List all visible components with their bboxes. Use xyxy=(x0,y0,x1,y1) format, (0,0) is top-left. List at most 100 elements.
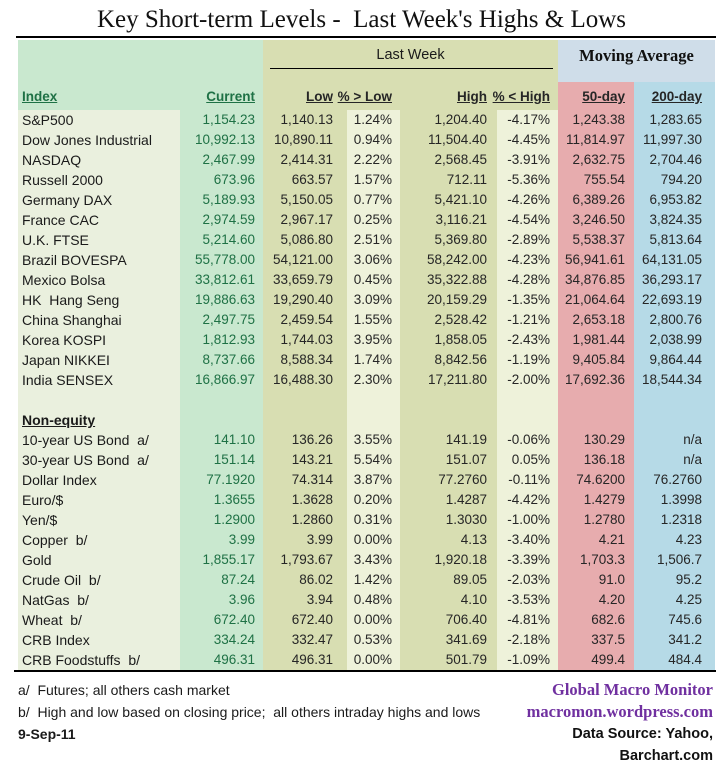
ma200-cell: 1.2318 xyxy=(634,510,715,530)
table-row: France CAC 2,974.59 2,967.17 0.25% 3,116.21-… xyxy=(18,210,715,230)
table-row: Gold 1,855.17 1,793.67 3.43% 1,920.18 -3.39% 1… xyxy=(18,550,715,570)
pct-high-cell: -1.21% xyxy=(497,310,558,330)
table-row: Wheat b/672.40 672.40 0.00% 706.40 -4.81% 682… xyxy=(18,610,715,630)
group-header-blank xyxy=(18,40,263,82)
table-body: S&P500 1,154.23 1,140.13 1.24% 1,204.40 -4.17… xyxy=(18,110,715,670)
low-cell: 3.94 xyxy=(263,590,347,610)
pct-low-cell: 0.53% xyxy=(347,630,400,650)
low-cell: 8,588.34 xyxy=(263,350,347,370)
high-cell: 4.10 xyxy=(400,590,497,610)
high-cell: 8,842.56 xyxy=(400,350,497,370)
ma50-cell: 4.21 xyxy=(558,530,634,550)
low-cell: 2,459.54 xyxy=(263,310,347,330)
ma200-cell: 2,038.99 xyxy=(634,330,715,350)
last-week-label: Last Week xyxy=(376,47,445,63)
high-cell: 1.4287 xyxy=(400,490,497,510)
index-name-cell: U.K. FTSE xyxy=(18,230,180,250)
ma50-cell: 17,692.36 xyxy=(558,370,634,390)
pct-low-cell: 5.54% xyxy=(347,450,400,470)
ma200-cell: n/a xyxy=(634,430,715,450)
ma50-cell: 130.29 xyxy=(558,430,634,450)
current-cell: 2,974.59 xyxy=(180,210,263,230)
low-cell: 663.57 xyxy=(263,170,347,190)
high-cell: 2,528.42 xyxy=(400,310,497,330)
ma200-cell: 3,824.35 xyxy=(634,210,715,230)
pct-high-cell: -2.00% xyxy=(497,370,558,390)
ma50-cell: 9,405.84 xyxy=(558,350,634,370)
index-name-cell: Dollar Index xyxy=(18,470,180,490)
index-name-cell: Korea KOSPI xyxy=(18,330,180,350)
table-row: NatGas b/3.96 3.94 0.48% 4.10 -3.53% 4.20 4.25 xyxy=(18,590,715,610)
title-divider xyxy=(16,36,716,38)
high-cell: 4.13 xyxy=(400,530,497,550)
table-row: Euro/$ 1.3655 1.3628 0.20% 1.4287 -4.42% 1.427… xyxy=(18,490,715,510)
ma200-cell: 4.25 xyxy=(634,590,715,610)
low-cell: 86.02 xyxy=(263,570,347,590)
index-name-cell: 10-year US Bond a/ xyxy=(18,430,180,450)
high-cell: 1,204.40 xyxy=(400,110,497,130)
spacer-row xyxy=(18,390,715,410)
pct-high-cell: -3.40% xyxy=(497,530,558,550)
pct-high-cell: -4.54% xyxy=(497,210,558,230)
pct-high-cell: -1.35% xyxy=(497,290,558,310)
current-cell: 16,866.97 xyxy=(180,370,263,390)
col-header-current: Current xyxy=(180,82,263,110)
ma200-cell: 794.20 xyxy=(634,170,715,190)
ma200-cell: 76.2760 xyxy=(634,470,715,490)
high-cell: 89.05 xyxy=(400,570,497,590)
ma200-cell: 95.2 xyxy=(634,570,715,590)
group-header-moving-average: Moving Average xyxy=(558,40,715,82)
ma50-cell: 755.54 xyxy=(558,170,634,190)
index-name-cell: France CAC xyxy=(18,210,180,230)
pct-high-cell: -1.09% xyxy=(497,650,558,670)
index-name-cell: Japan NIKKEI xyxy=(18,350,180,370)
col-header-pct-high: % < High xyxy=(493,82,558,110)
index-name-cell: Wheat b/ xyxy=(18,610,180,630)
ma50-cell: 74.6200 xyxy=(558,470,634,490)
low-cell: 143.21 xyxy=(263,450,347,470)
ma200-cell: 2,800.76 xyxy=(634,310,715,330)
table-row: U.K. FTSE 5,214.60 5,086.80 2.51% 5,369.80 -2… xyxy=(18,230,715,250)
pct-high-cell: -2.03% xyxy=(497,570,558,590)
pct-low-cell: 0.31% xyxy=(347,510,400,530)
ma50-cell: 2,632.75 xyxy=(558,150,634,170)
footnotes: a/ Futures; all others cash market b/ Hi… xyxy=(18,679,480,767)
index-name-cell: Copper b/ xyxy=(18,530,180,550)
pct-high-cell: -0.06% xyxy=(497,430,558,450)
moving-average-label: Moving Average xyxy=(579,46,694,65)
pct-low-cell xyxy=(347,410,400,430)
section-label-row: Non-equity xyxy=(18,410,715,430)
pct-low-cell: 1.24% xyxy=(347,110,400,130)
low-cell: 74.314 xyxy=(263,470,347,490)
low-cell: 5,086.80 xyxy=(263,230,347,250)
high-cell: 141.19 xyxy=(400,430,497,450)
current-cell: 1,855.17 xyxy=(180,550,263,570)
pct-high-cell: -4.28% xyxy=(497,270,558,290)
low-cell: 1,140.13 xyxy=(263,110,347,130)
table-row: NASDAQ 2,467.99 2,414.31 2.22% 2,568.45 -3.91… xyxy=(18,150,715,170)
pct-low-cell: 0.00% xyxy=(347,650,400,670)
index-name-cell: Brazil BOVESPA xyxy=(18,250,180,270)
table-bottom-divider xyxy=(14,670,716,672)
index-name-cell: China Shanghai xyxy=(18,310,180,330)
table-row: CRB Foodstuffs b/496.31 496.31 0.00% 501.79… xyxy=(18,650,715,670)
high-cell: 1,858.05 xyxy=(400,330,497,350)
ma50-cell: 337.5 xyxy=(558,630,634,650)
current-cell: 151.14 xyxy=(180,450,263,470)
levels-table: Last Week Moving Average Index Current L… xyxy=(18,40,715,670)
table-row: CRB Index 334.24 332.47 0.53% 341.69 -2.18% 33… xyxy=(18,630,715,650)
pct-high-cell: -2.43% xyxy=(497,330,558,350)
low-cell: 1,744.03 xyxy=(263,330,347,350)
pct-low-cell: 1.57% xyxy=(347,170,400,190)
pct-high-cell: -3.53% xyxy=(497,590,558,610)
table-column-header-row: Index Current Low % > Low High % < High … xyxy=(18,82,715,110)
ma200-cell: n/a xyxy=(634,450,715,470)
ma50-cell: 1,703.3 xyxy=(558,550,634,570)
ma50-cell: 2,653.18 xyxy=(558,310,634,330)
current-cell: 77.1920 xyxy=(180,470,263,490)
current-cell xyxy=(180,410,263,430)
pct-low-cell: 2.30% xyxy=(347,370,400,390)
index-name-cell: CRB Index xyxy=(18,630,180,650)
pct-high-cell: -4.45% xyxy=(497,130,558,150)
table-row: Dollar Index 77.1920 74.314 3.87% 77.2760 -0.… xyxy=(18,470,715,490)
